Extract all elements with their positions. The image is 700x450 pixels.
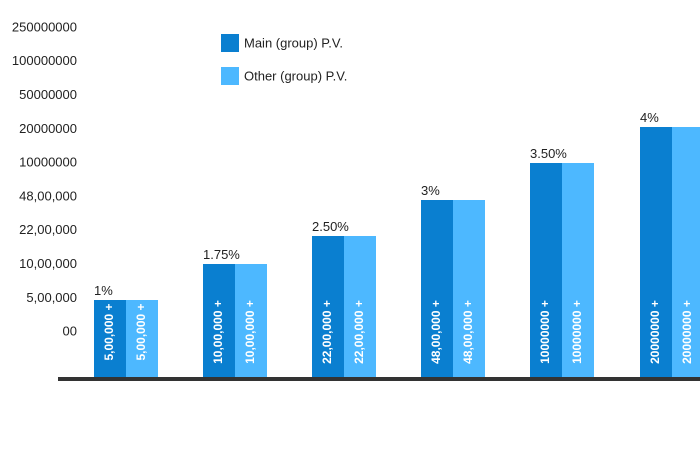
- bar: [562, 163, 594, 379]
- bars: 5,00,000 + 5,00,000 + 1% 10,00,000 + 10,00,0…: [94, 110, 700, 379]
- bar: [235, 264, 267, 379]
- legend-label: Main (group) P.V.: [244, 35, 343, 50]
- bar: [94, 300, 126, 379]
- bar-value-label: 48,00,000 +: [429, 300, 443, 364]
- legend: Main (group) P.V. Other (group) P.V.: [221, 34, 347, 85]
- bar-value-label: 22,00,000 +: [320, 300, 334, 364]
- y-tick-label: 22,00,000: [19, 222, 77, 237]
- bar: [312, 236, 344, 379]
- percentage-label: 1%: [94, 283, 113, 298]
- bar: [453, 200, 485, 379]
- bar-value-label: 5,00,000 +: [134, 303, 148, 360]
- bar: [126, 300, 158, 379]
- y-tick-label: 10000000: [19, 155, 77, 170]
- y-axis: 250000000 100000000 50000000 20000000 100000…: [12, 19, 77, 338]
- y-tick-label: 10,00,000: [19, 256, 77, 271]
- percentage-label: 3.50%: [530, 146, 567, 161]
- y-tick-label: 00: [63, 324, 77, 339]
- bar-value-label: 10000000 +: [570, 300, 584, 364]
- legend-label: Other (group) P.V.: [244, 68, 347, 83]
- bar-value-label: 10,00,000 +: [211, 300, 225, 364]
- bar-value-label: 20000000 +: [680, 300, 694, 364]
- y-tick-label: 250000000: [12, 19, 77, 34]
- legend-swatch: [221, 67, 239, 85]
- bar: [672, 127, 700, 379]
- y-tick-label: 48,00,000: [19, 188, 77, 203]
- y-tick-label: 20000000: [19, 121, 77, 136]
- percentage-label: 4%: [640, 110, 659, 125]
- bar-value-label: 10000000 +: [538, 300, 552, 364]
- bar-value-label: 10,00,000 +: [243, 300, 257, 364]
- bar-value-label: 5,00,000 +: [102, 303, 116, 360]
- y-tick-label: 5,00,000: [26, 290, 77, 305]
- bar: [640, 127, 672, 379]
- y-tick-label: 100000000: [12, 53, 77, 68]
- percentage-label: 1.75%: [203, 247, 240, 262]
- bar: [421, 200, 453, 379]
- percentage-label: 3%: [421, 183, 440, 198]
- y-tick-label: 50000000: [19, 87, 77, 102]
- bar: [530, 163, 562, 379]
- bar-value-label: 22,00,000 +: [352, 300, 366, 364]
- bar: [344, 236, 376, 379]
- bar: [203, 264, 235, 379]
- bar-value-label: 20000000 +: [648, 300, 662, 364]
- bar-value-label: 48,00,000 +: [461, 300, 475, 364]
- legend-swatch: [221, 34, 239, 52]
- percentage-label: 2.50%: [312, 219, 349, 234]
